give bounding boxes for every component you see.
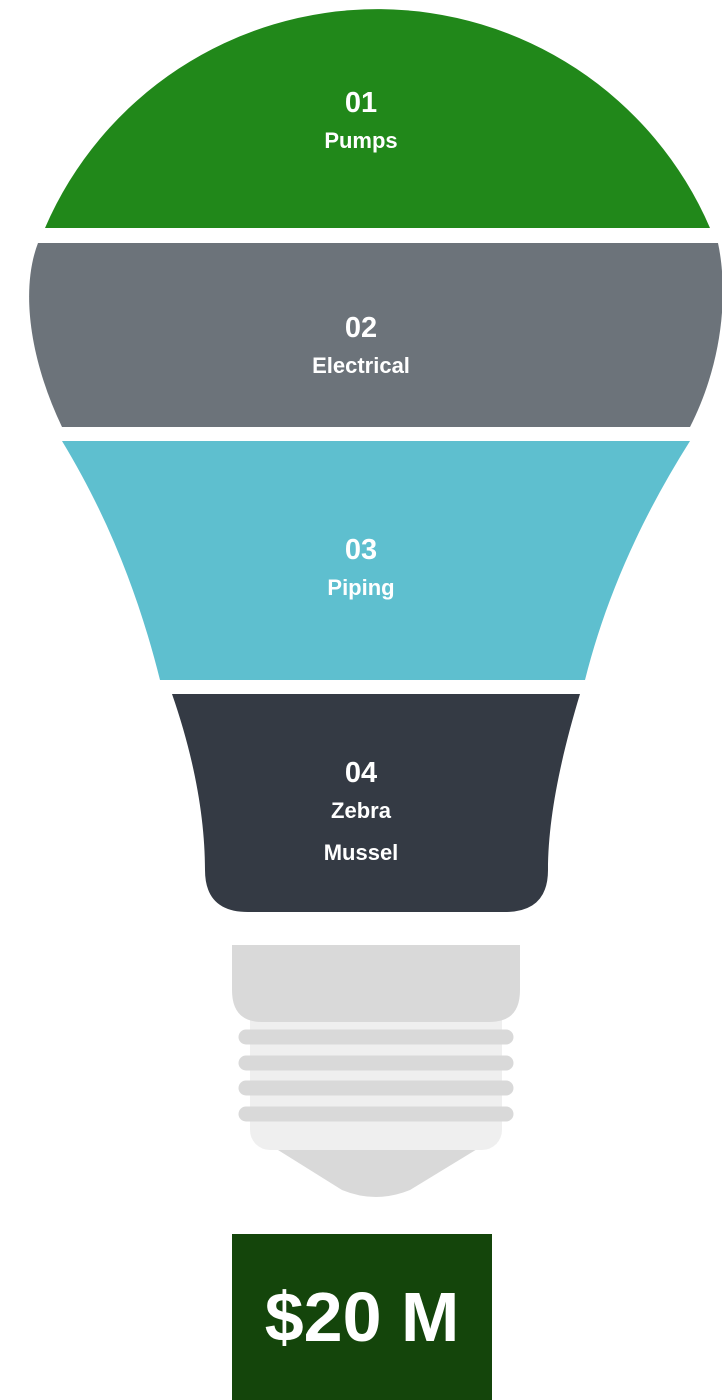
segment-number: 04 — [0, 756, 722, 790]
bulb-cap — [232, 945, 520, 1022]
segment-label: Zebra Mussel — [296, 790, 426, 874]
bulb — [0, 0, 722, 1400]
segment-number: 03 — [0, 533, 722, 567]
page: 01 Pumps 02 Electrical 03 Piping 04 Zebr… — [0, 0, 722, 1400]
segment-text: 02 Electrical — [0, 311, 722, 387]
segment-text: 03 Piping — [0, 533, 722, 609]
segment-number: 02 — [0, 311, 722, 345]
segment-text: 04 Zebra Mussel — [0, 756, 722, 874]
segment-label: Electrical — [0, 345, 722, 387]
segment-label: Piping — [0, 567, 722, 609]
total-value: $20 M — [232, 1234, 492, 1400]
segment-number: 01 — [0, 86, 722, 120]
segment-text: 01 Pumps — [0, 86, 722, 162]
segment-label: Pumps — [0, 120, 722, 162]
